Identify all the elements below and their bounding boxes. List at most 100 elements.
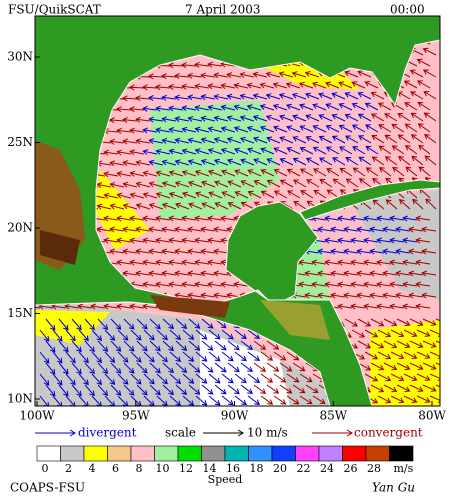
wind-arrow	[247, 190, 262, 199]
wind-arrow	[169, 395, 182, 406]
wind-arrow	[369, 270, 385, 277]
wind-arrow	[345, 157, 359, 166]
wind-arrow	[233, 82, 249, 89]
wind-arrow	[187, 270, 203, 277]
wind-arrow	[182, 329, 195, 340]
wind-arrow	[421, 270, 437, 277]
wind-arrow	[317, 248, 333, 255]
wind-arrow	[45, 384, 56, 397]
wind-arrow	[135, 181, 151, 188]
wind-arrow	[273, 168, 288, 177]
wind-arrow	[117, 373, 129, 385]
wind-arrow	[148, 226, 164, 233]
wind-arrow	[194, 105, 210, 111]
wind-arrow	[363, 259, 379, 266]
wind-arrow	[358, 135, 372, 144]
wind-arrow	[402, 215, 418, 222]
zone	[35, 310, 110, 345]
wind-arrow	[351, 124, 366, 133]
wind-arrow	[103, 171, 119, 178]
wind-arrow	[116, 149, 132, 156]
wind-arrow	[299, 395, 313, 405]
wind-arrow	[181, 215, 197, 222]
wind-arrow	[325, 81, 340, 89]
wind-arrow	[403, 351, 418, 360]
wind-arrow	[91, 395, 102, 406]
wind-arrow	[364, 81, 379, 89]
wind-arrow	[161, 248, 177, 255]
wind-arrow	[214, 202, 229, 210]
wind-arrow	[188, 340, 201, 351]
wind-arrow	[156, 373, 168, 385]
wind-arrow	[423, 91, 437, 100]
wind-arrow	[135, 95, 151, 102]
wind-arrow	[52, 351, 63, 364]
wind-arrow	[181, 105, 197, 112]
wind-arrow	[135, 270, 151, 277]
wind-arrow	[247, 169, 262, 177]
wind-arrow	[356, 226, 372, 233]
wind-arrow	[194, 61, 210, 68]
wind-arrow	[364, 329, 379, 338]
wind-arrow	[272, 103, 288, 111]
wind-arrow	[161, 226, 177, 233]
wind-arrow	[408, 226, 424, 233]
wind-arrow	[357, 318, 372, 327]
wind-arrow	[200, 270, 216, 277]
wind-arrow	[253, 384, 267, 394]
wind-arrow	[227, 362, 240, 373]
wind-arrow	[148, 116, 164, 123]
wind-arrow	[416, 351, 431, 359]
wind-arrow	[266, 340, 280, 350]
wind-arrow	[344, 135, 359, 144]
highland	[150, 295, 230, 318]
wind-arrow	[45, 340, 56, 353]
wind-arrow	[162, 384, 174, 396]
wind-arrow	[273, 373, 287, 383]
colorbar-label: 28	[367, 462, 381, 475]
wind-arrow	[136, 318, 148, 330]
wind-arrow	[293, 201, 307, 210]
wind-arrow	[292, 114, 307, 122]
wind-arrow	[389, 215, 405, 222]
wind-arrow	[376, 281, 392, 288]
wind-arrow	[415, 215, 431, 222]
wind-arrow	[377, 102, 392, 111]
wind-arrow	[338, 103, 353, 111]
wind-arrow	[122, 95, 138, 102]
wind-arrow	[253, 158, 268, 166]
wind-arrow	[252, 71, 268, 78]
wind-arrow	[214, 180, 229, 188]
wind-arrow	[123, 340, 135, 352]
wind-arrow	[337, 303, 353, 310]
wind-arrow	[339, 146, 353, 155]
wind-arrow	[161, 137, 177, 144]
wind-arrow	[356, 270, 372, 277]
wind-arrow	[398, 155, 411, 166]
wind-arrow	[410, 112, 424, 122]
wind-arrow	[135, 203, 151, 210]
wind-arrow	[343, 270, 359, 277]
wind-arrow	[122, 226, 138, 233]
colorbar-box	[365, 445, 390, 462]
scale-arrow-head	[237, 429, 244, 437]
wind-arrow	[220, 215, 236, 222]
wind-arrow	[187, 226, 203, 233]
wind-arrow	[389, 237, 405, 244]
wind-arrow	[181, 170, 197, 177]
wind-arrow	[123, 318, 135, 330]
colorbar-box	[130, 445, 155, 462]
wind-arrow	[299, 103, 314, 111]
wind-arrow	[234, 373, 247, 384]
colorbar-label: 0	[42, 462, 49, 475]
wind-arrow	[148, 159, 164, 166]
colorbar-label: 20	[273, 462, 287, 475]
wind-arrow	[391, 123, 405, 133]
wind-arrow	[272, 82, 288, 89]
wind-arrow	[109, 160, 125, 167]
wind-arrow	[350, 259, 366, 266]
wind-arrow	[377, 329, 392, 338]
wind-arrow	[148, 73, 164, 80]
wind-arrow	[356, 248, 372, 255]
wind-arrow	[161, 270, 177, 277]
